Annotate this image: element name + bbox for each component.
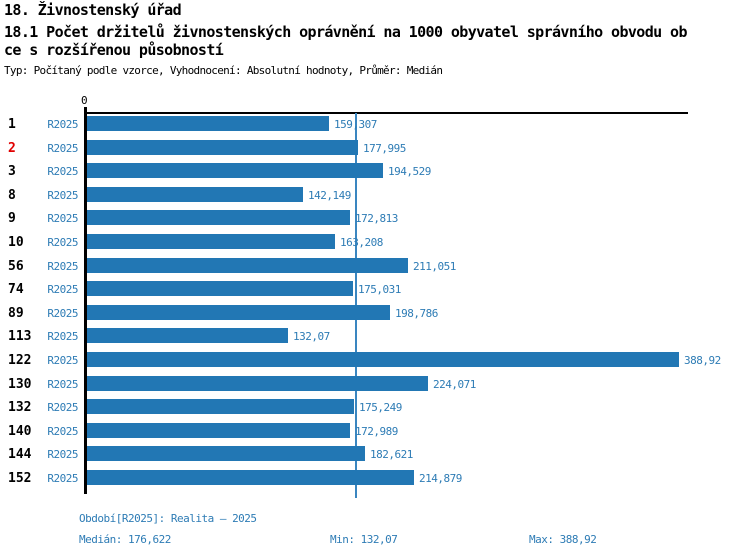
row-category-label: 89 — [8, 306, 24, 321]
row-period-label: R2025 — [47, 330, 78, 343]
page-subtitle-line1: 18.1 Počet držitelů živnostenských opráv… — [4, 23, 688, 41]
bar-value-label: 182,621 — [370, 448, 413, 461]
bar-value-label: 142,149 — [308, 189, 351, 202]
row-category-label: 122 — [8, 353, 32, 368]
bar-value-label: 163,208 — [340, 236, 383, 249]
row-period-label: R2025 — [47, 378, 78, 391]
bar — [87, 470, 414, 485]
row-period-label: R2025 — [47, 118, 78, 131]
row-category-label: 8 — [8, 188, 16, 203]
median-info: Medián: 176,622 — [79, 533, 171, 546]
bar-value-label: 172,989 — [355, 425, 398, 438]
row-category-label: 1 — [8, 117, 16, 132]
bar-value-label: 132,07 — [293, 330, 330, 343]
bar — [87, 399, 354, 414]
row-category-label: 140 — [8, 424, 32, 439]
bar — [87, 210, 350, 225]
row-category-label: 144 — [8, 447, 32, 462]
bar-value-label: 224,071 — [433, 378, 476, 391]
x-axis-zero-label: 0 — [81, 94, 88, 107]
page-subtitle-line2: ce s rozšířenou působností — [4, 41, 224, 59]
max-info: Max: 388,92 — [529, 533, 597, 546]
row-category-label: 9 — [8, 211, 16, 226]
row-period-label: R2025 — [47, 425, 78, 438]
bar-value-label: 388,92 — [684, 354, 721, 367]
bar — [87, 163, 383, 178]
row-category-label: 113 — [8, 329, 32, 344]
row-period-label: R2025 — [47, 472, 78, 485]
row-period-label: R2025 — [47, 260, 78, 273]
bar-value-label: 214,879 — [419, 472, 462, 485]
bar — [87, 328, 288, 343]
bar — [87, 187, 303, 202]
row-period-label: R2025 — [47, 307, 78, 320]
row-period-label: R2025 — [47, 283, 78, 296]
row-category-label: 74 — [8, 282, 24, 297]
page-title: 18. Živnostenský úřad — [4, 1, 182, 19]
row-period-label: R2025 — [47, 212, 78, 225]
bar-value-label: 172,813 — [355, 212, 398, 225]
row-category-label: 3 — [8, 164, 16, 179]
row-period-label: R2025 — [47, 236, 78, 249]
bar — [87, 258, 408, 273]
period-info: Období[R2025]: Realita – 2025 — [79, 512, 257, 525]
bar — [87, 352, 679, 367]
row-category-label: 10 — [8, 235, 24, 250]
bar — [87, 423, 350, 438]
bar-value-label: 194,529 — [388, 165, 431, 178]
bar — [87, 281, 353, 296]
bar-value-label: 177,995 — [363, 142, 406, 155]
bar — [87, 140, 358, 155]
row-category-label: 152 — [8, 471, 32, 486]
bar — [87, 234, 335, 249]
row-category-label: 56 — [8, 259, 24, 274]
row-category-label: 132 — [8, 400, 32, 415]
row-category-label: 2 — [8, 141, 16, 156]
chart-meta: Typ: Počítaný podle vzorce, Vyhodnocení:… — [4, 64, 443, 77]
row-period-label: R2025 — [47, 448, 78, 461]
bar-value-label: 211,051 — [413, 260, 456, 273]
row-category-label: 130 — [8, 377, 32, 392]
bar-value-label: 198,786 — [395, 307, 438, 320]
row-period-label: R2025 — [47, 189, 78, 202]
row-period-label: R2025 — [47, 165, 78, 178]
min-info: Min: 132,07 — [330, 533, 398, 546]
bar — [87, 446, 365, 461]
bar-value-label: 175,031 — [358, 283, 401, 296]
y-axis-line — [84, 107, 87, 494]
row-period-label: R2025 — [47, 401, 78, 414]
bar-value-label: 159,307 — [334, 118, 377, 131]
row-period-label: R2025 — [47, 142, 78, 155]
bar — [87, 376, 428, 391]
row-period-label: R2025 — [47, 354, 78, 367]
x-axis-line — [84, 112, 688, 114]
bar-value-label: 175,249 — [359, 401, 402, 414]
bar — [87, 116, 329, 131]
bar — [87, 305, 390, 320]
